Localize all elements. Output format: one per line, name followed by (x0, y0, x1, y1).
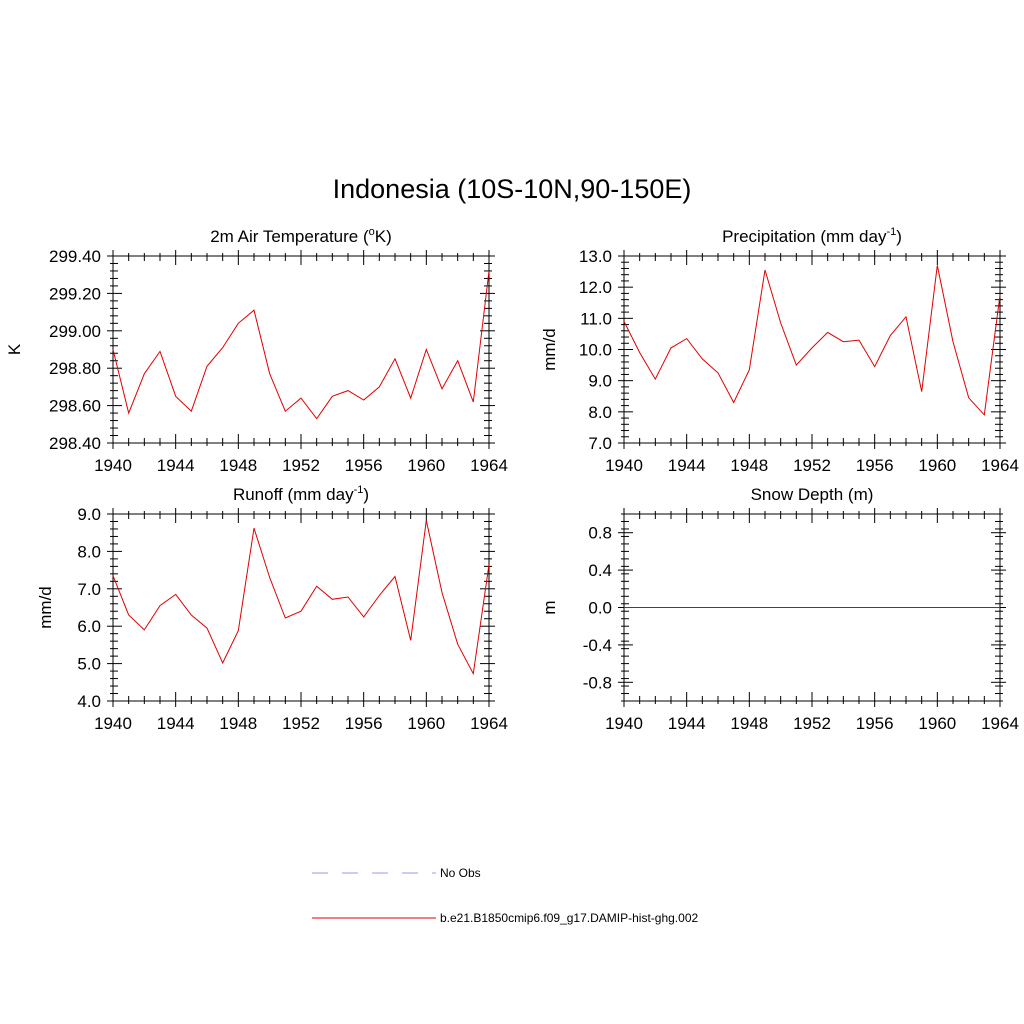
y-axis-label: m (540, 600, 559, 614)
x-tick-label: 1956 (345, 456, 383, 475)
x-tick-label: 1940 (94, 714, 132, 733)
y-tick-label: 0.4 (588, 561, 612, 580)
y-tick-label: 0.0 (588, 599, 612, 618)
y-axis-label: K (5, 343, 24, 355)
y-tick-label: 298.80 (49, 359, 101, 378)
x-tick-label: 1956 (856, 456, 894, 475)
x-tick-label: 1960 (407, 456, 445, 475)
y-tick-label: 10.0 (579, 341, 612, 360)
series-line (112, 270, 490, 420)
y-tick-label: 0.8 (588, 524, 612, 543)
legend: No Obs b.e21.B1850cmip6.f09_g17.DAMIP-his… (312, 866, 698, 925)
panel-title: Snow Depth (m) (751, 485, 874, 504)
x-tick-label: 1964 (470, 714, 508, 733)
x-tick-label: 1952 (793, 714, 831, 733)
y-tick-label: -0.4 (583, 636, 612, 655)
x-tick-label: 1956 (345, 714, 383, 733)
series-line (112, 520, 490, 676)
x-tick-label: 1964 (981, 456, 1019, 475)
series-line (623, 265, 1001, 417)
x-tick-label: 1952 (793, 456, 831, 475)
y-tick-label: 5.0 (77, 655, 101, 674)
y-tick-label: 299.20 (49, 284, 101, 303)
y-axis-label: mm/d (36, 586, 55, 629)
x-tick-label: 1960 (407, 714, 445, 733)
legend-label-model: b.e21.B1850cmip6.f09_g17.DAMIP-hist-ghg.… (440, 911, 698, 925)
y-tick-label: 298.40 (49, 434, 101, 453)
x-tick-label: 1940 (94, 456, 132, 475)
x-tick-label: 1948 (730, 714, 768, 733)
x-tick-label: 1964 (981, 714, 1019, 733)
y-tick-label: 11.0 (580, 309, 612, 328)
plot-frame (112, 255, 490, 444)
panel-3: 1940 1944 1948 1952 1956 1960 1964 4.0 5.0 6.0 7.0… (36, 484, 508, 733)
x-tick-label: 1952 (282, 456, 320, 475)
x-tick-label: 1948 (730, 456, 768, 475)
panel-title: Precipitation (mm day-1) (722, 226, 902, 246)
panel-title: Runoff (mm day-1) (233, 484, 369, 504)
y-axis-label: mm/d (540, 328, 559, 371)
x-tick-label: 1944 (668, 714, 706, 733)
panel-1: 1940 1944 1948 1952 1956 1960 1964 298.40 298.60… (5, 226, 508, 475)
x-tick-label: 1952 (282, 714, 320, 733)
page-title: Indonesia (10S-10N,90-150E) (332, 174, 692, 204)
x-tick-label: 1940 (605, 714, 643, 733)
y-tick-label: 8.0 (77, 542, 101, 561)
panel-4: 1940 1944 1948 1952 1956 1960 1964 -0.8 -0.4 0.0 0… (540, 485, 1019, 733)
plot-frame (112, 513, 490, 702)
x-tick-label: 1956 (856, 714, 894, 733)
x-tick-label: 1940 (605, 456, 643, 475)
y-tick-label: 12.0 (579, 278, 612, 297)
y-tick-label: 7.0 (77, 580, 101, 599)
y-tick-label: 7.0 (588, 434, 612, 453)
y-tick-label: 9.0 (77, 505, 101, 524)
y-tick-label: 13.0 (579, 247, 612, 266)
y-tick-label: 4.0 (77, 692, 101, 711)
legend-label-no-obs: No Obs (440, 866, 481, 880)
x-tick-label: 1960 (918, 456, 956, 475)
y-tick-label: -0.8 (583, 673, 612, 692)
plot-frame (623, 255, 1001, 444)
x-tick-label: 1960 (918, 714, 956, 733)
y-tick-label: 9.0 (588, 372, 612, 391)
panel-title: 2m Air Temperature (oK) (210, 226, 392, 246)
y-tick-label: 299.40 (49, 247, 101, 266)
x-tick-label: 1944 (157, 456, 195, 475)
y-tick-label: 299.00 (49, 322, 101, 341)
x-tick-label: 1948 (219, 456, 257, 475)
x-tick-label: 1948 (219, 714, 257, 733)
y-tick-label: 8.0 (588, 403, 612, 422)
panel-2: 1940 1944 1948 1952 1956 1960 1964 7.0 8.0 9.0 10.… (540, 226, 1019, 475)
y-tick-label: 6.0 (77, 617, 101, 636)
x-tick-label: 1964 (470, 456, 508, 475)
x-tick-label: 1944 (668, 456, 706, 475)
x-tick-label: 1944 (157, 714, 195, 733)
y-tick-label: 298.60 (49, 397, 101, 416)
